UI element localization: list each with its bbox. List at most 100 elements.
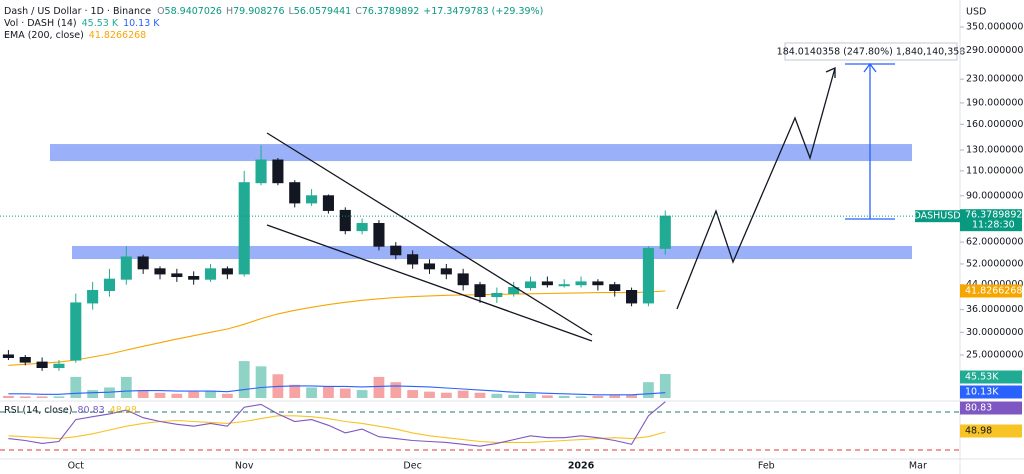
volume-bar bbox=[491, 393, 503, 398]
symbol: Dash / US Dollar · 1D · Binance bbox=[4, 6, 151, 17]
ema-value: 41.8266268 bbox=[89, 30, 146, 41]
zone bbox=[72, 245, 912, 260]
volume-bar bbox=[457, 390, 469, 398]
volume-ma-line bbox=[8, 385, 666, 396]
zone bbox=[50, 144, 912, 162]
volume-bar bbox=[137, 390, 149, 398]
candle-body bbox=[171, 273, 183, 278]
y-tick-label: 36.0000000 bbox=[966, 304, 1023, 315]
candle-body bbox=[609, 284, 621, 291]
candle-body bbox=[137, 256, 149, 270]
candle-body bbox=[440, 268, 452, 275]
volume-tag-label: 45.53K bbox=[965, 372, 999, 383]
x-tick-label: 2026 bbox=[568, 461, 595, 472]
candle-body bbox=[221, 268, 233, 275]
wedge-upper bbox=[266, 132, 593, 336]
ema-tag bbox=[960, 284, 1022, 298]
l-value: 56.0579441 bbox=[294, 6, 351, 17]
measure-box bbox=[784, 42, 958, 61]
candle-body bbox=[626, 289, 638, 304]
candle-body bbox=[474, 284, 486, 298]
volume-ma-tag-label: 10.13K bbox=[965, 387, 999, 398]
candle-body bbox=[322, 195, 334, 211]
volume-bar bbox=[289, 384, 301, 398]
x-tick-label: Dec bbox=[403, 461, 421, 472]
candle-body bbox=[289, 182, 301, 204]
candle-body bbox=[558, 284, 570, 287]
candle-body bbox=[390, 245, 402, 256]
volume-bar bbox=[626, 394, 637, 398]
y-tick-label: 160.0000000 bbox=[966, 119, 1024, 130]
rsi-line bbox=[8, 401, 666, 447]
volume-bar bbox=[643, 382, 654, 398]
h-value: 79.908276 bbox=[233, 6, 284, 17]
volume-bar bbox=[659, 373, 671, 398]
volume-bar bbox=[36, 396, 48, 398]
projection-path bbox=[676, 67, 836, 310]
candle-body bbox=[103, 278, 116, 291]
candle-body bbox=[373, 223, 385, 247]
candle-body bbox=[36, 361, 48, 369]
volume-bar bbox=[373, 376, 385, 398]
y-tick-label: 62.0000000 bbox=[966, 237, 1023, 248]
candle-body bbox=[188, 276, 200, 280]
volume-bar bbox=[323, 386, 334, 398]
x-tick-label: Mar bbox=[909, 461, 927, 472]
price-tag-countdown: 11:28:30 bbox=[972, 220, 1015, 231]
rsi-title: RSI (14, close) bbox=[4, 405, 72, 416]
projection-arrowhead bbox=[825, 66, 836, 78]
candle-body bbox=[491, 292, 503, 298]
legend-rsi: RSI (14, close) 80.83 48.98 bbox=[4, 405, 137, 416]
legend-volume: Vol · DASH (14) 45.53 K 10.13 K bbox=[4, 18, 160, 29]
legend-main: Dash / US Dollar · 1D · Binance O58.94070… bbox=[4, 6, 543, 17]
volume-bar bbox=[238, 361, 250, 398]
legend: Dash / US Dollar · 1D · Binance O58.94070… bbox=[4, 6, 543, 416]
candle-body bbox=[53, 363, 65, 369]
candle-body bbox=[659, 215, 671, 249]
volume-bar bbox=[188, 391, 200, 398]
volume-bar bbox=[575, 396, 587, 398]
y-tick-label: 230.0000000 bbox=[966, 74, 1024, 85]
candle-body bbox=[272, 159, 284, 184]
volume-bar bbox=[474, 392, 486, 398]
volume-bar bbox=[53, 396, 65, 398]
measure-arrowhead bbox=[863, 62, 877, 73]
wedge-lower bbox=[266, 224, 593, 342]
price-tag-value: 76.3789892 bbox=[965, 210, 1022, 221]
l-label: L bbox=[289, 6, 295, 17]
candle-body bbox=[120, 256, 132, 280]
volume-bar bbox=[154, 392, 166, 398]
candle-body bbox=[204, 268, 217, 280]
symbol-tag bbox=[915, 210, 960, 223]
candle-body bbox=[255, 159, 267, 184]
candle-body bbox=[541, 281, 553, 286]
candle-body bbox=[592, 281, 604, 286]
candle-body bbox=[2, 354, 14, 358]
volume-bar bbox=[205, 390, 216, 398]
volume-bar bbox=[407, 390, 419, 398]
volume-bar bbox=[390, 382, 402, 398]
legend-ema: EMA (200, close) 41.8266268 bbox=[4, 30, 146, 41]
rsi-value: 80.83 bbox=[77, 405, 104, 416]
vol-title: Vol · DASH (14) bbox=[4, 18, 77, 29]
y-tick-label: 30.0000000 bbox=[966, 327, 1023, 338]
ema-tag-label: 41.8266268 bbox=[965, 286, 1022, 297]
ema-line bbox=[8, 290, 666, 366]
x-tick-label: Oct bbox=[68, 461, 85, 472]
volume-bar bbox=[255, 366, 267, 398]
volume-bar bbox=[70, 376, 82, 398]
volume-bar bbox=[541, 395, 553, 398]
change: +17.3479783 (+29.39%) bbox=[423, 6, 543, 17]
volume-bar bbox=[440, 392, 452, 398]
candle-body bbox=[70, 302, 82, 361]
vol-value: 45.53 K bbox=[82, 18, 119, 29]
x-tick-label: Feb bbox=[758, 461, 775, 472]
candle-body bbox=[238, 182, 250, 275]
y-tick-label: 350.0000000 bbox=[966, 22, 1024, 33]
candle-body bbox=[87, 289, 99, 304]
candle-body bbox=[508, 287, 520, 294]
volume-bar bbox=[3, 395, 14, 398]
candle-body bbox=[524, 281, 537, 289]
y-tick-label: 25.0000000 bbox=[966, 349, 1023, 360]
candle-body bbox=[306, 195, 318, 204]
